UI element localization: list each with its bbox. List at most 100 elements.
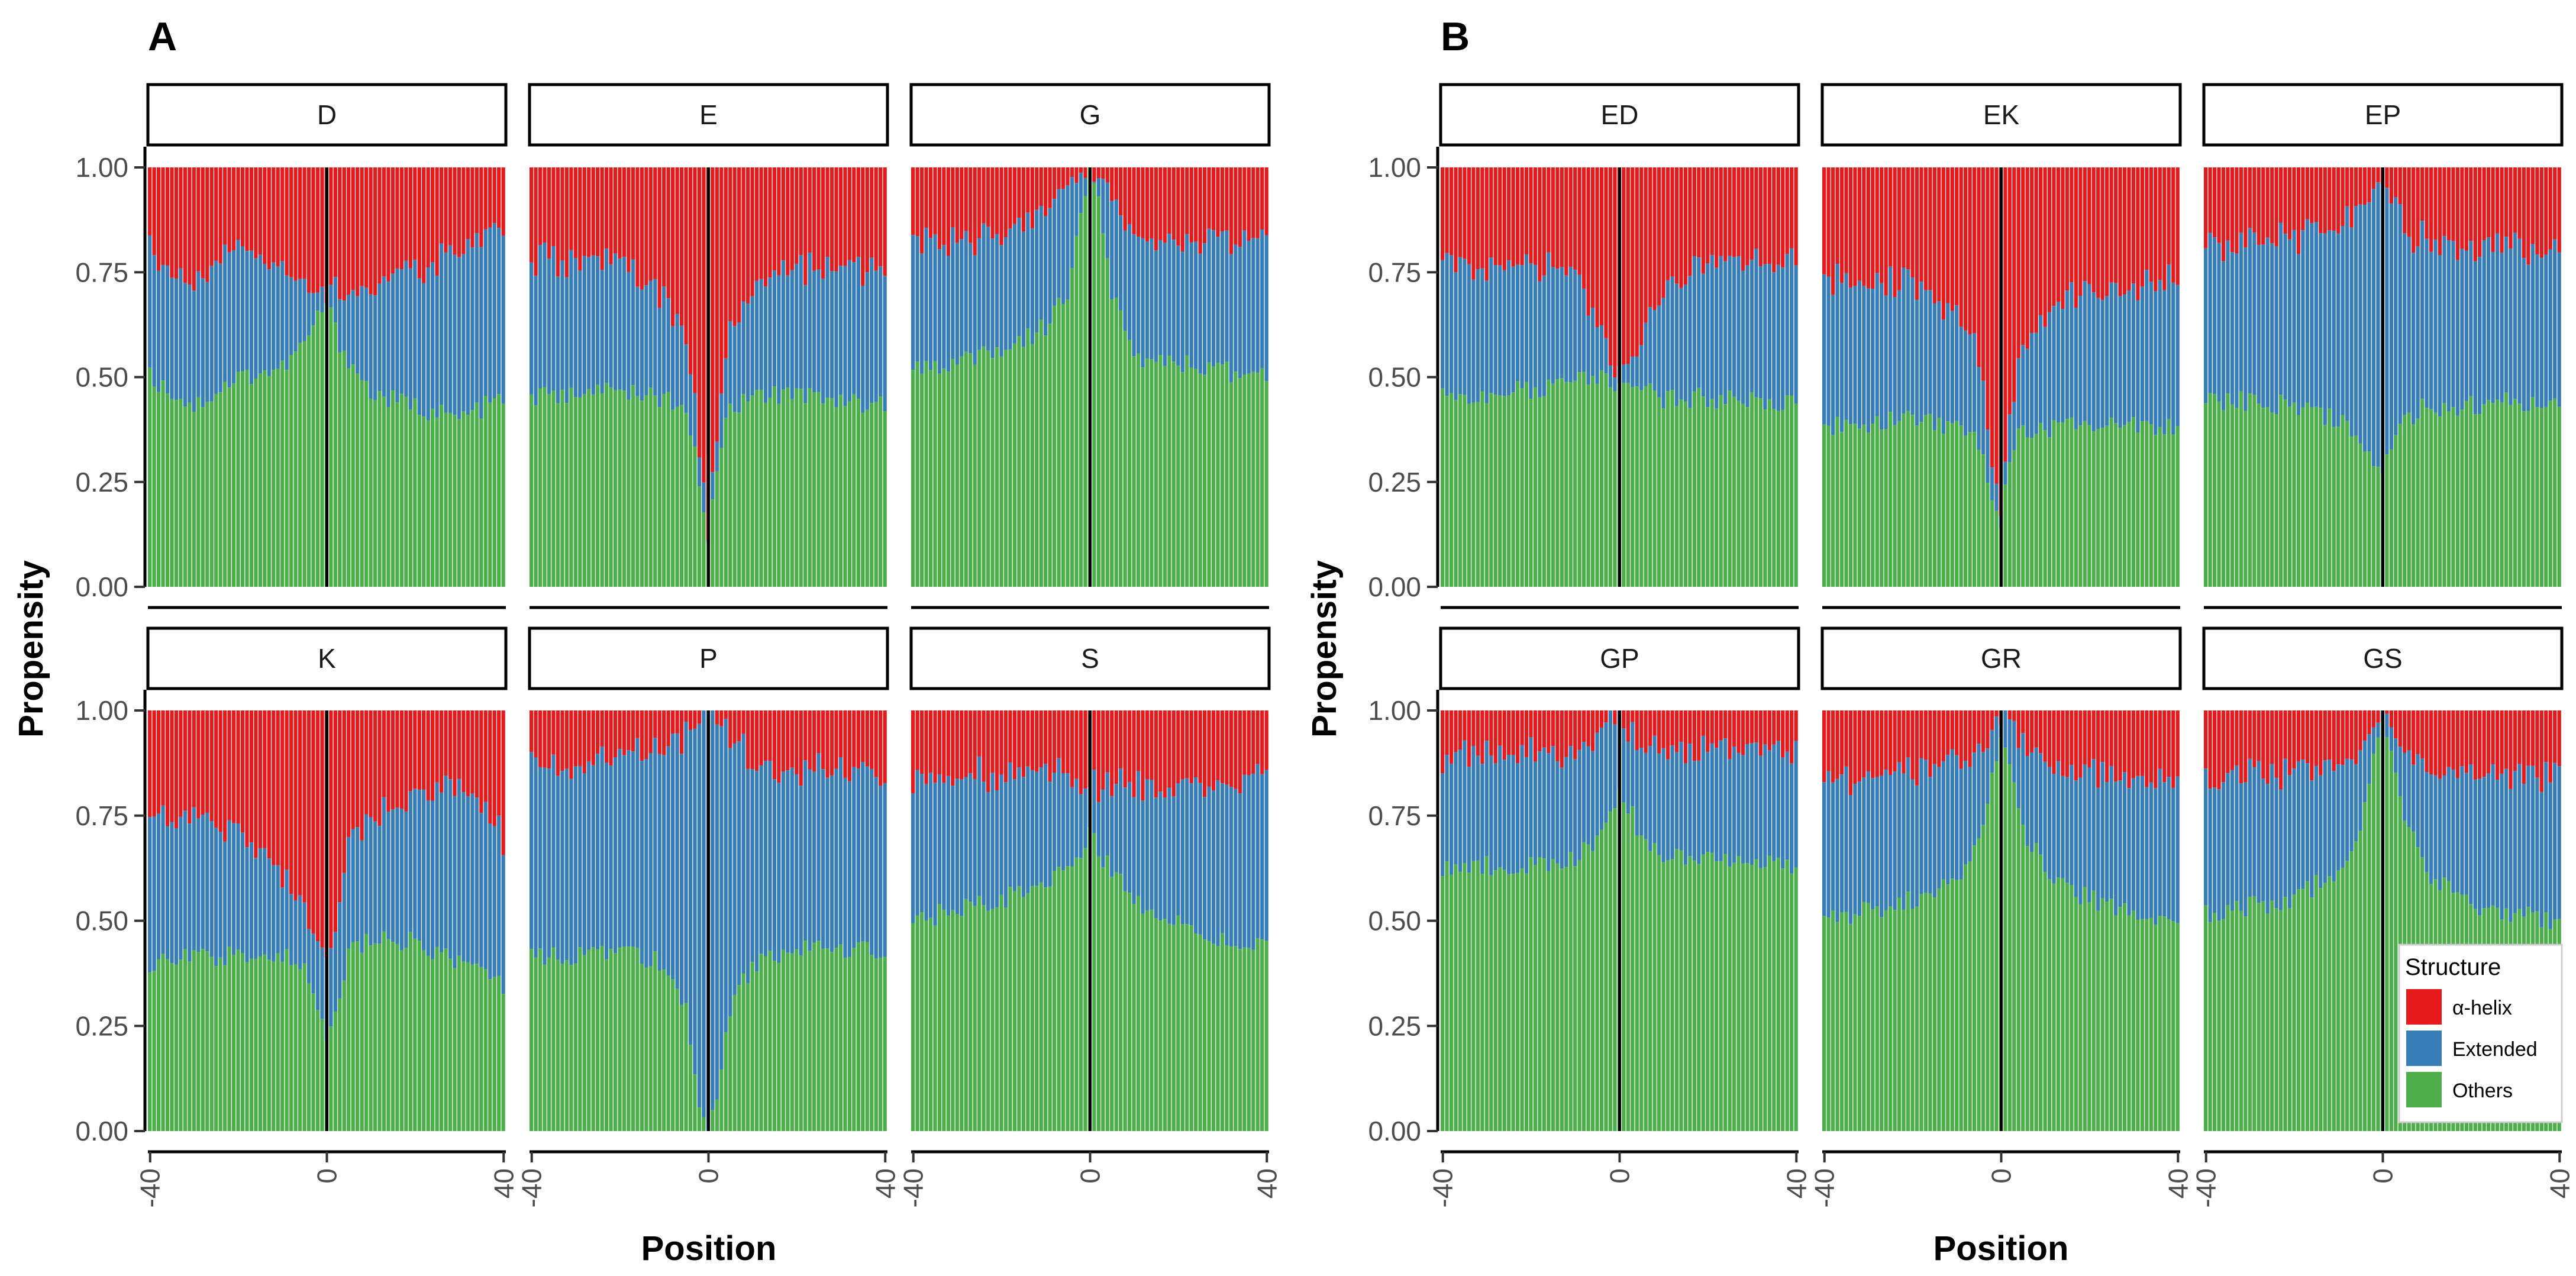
bar-segment-extended [684, 344, 688, 413]
bar-segment-others [861, 412, 865, 587]
bar-segment-others [1937, 888, 1941, 1131]
bar-segment-others [671, 979, 675, 1131]
bar-segment-helix [530, 167, 534, 263]
bar-segment-helix [2136, 167, 2140, 301]
bar-segment-others [222, 382, 227, 587]
bar-segment-extended [635, 286, 640, 396]
bar-position [254, 167, 258, 587]
bar-position [737, 167, 741, 587]
bar-segment-helix [1061, 710, 1066, 773]
bar-position [662, 167, 666, 587]
bar-segment-helix [973, 710, 977, 779]
bar-segment-others [2127, 422, 2131, 587]
bar-segment-helix [675, 167, 679, 314]
bar-position [1776, 167, 1780, 587]
bar-segment-others [1582, 842, 1586, 1131]
bar-segment-helix [1745, 710, 1749, 744]
bar-segment-helix [196, 167, 201, 272]
bar-segment-extended [618, 259, 622, 390]
bar-segment-helix [856, 710, 860, 768]
bar-position [816, 710, 821, 1131]
bar-segment-extended [1831, 782, 1835, 911]
bar-segment-others [1848, 424, 1853, 587]
bar-segment-extended [2052, 306, 2056, 421]
bar-segment-others [2248, 896, 2252, 1131]
bar-segment-helix [1101, 710, 1105, 790]
bar-position [1092, 167, 1096, 587]
bar-segment-others [825, 398, 829, 587]
bar-segment-others [501, 403, 505, 587]
bar-position [928, 167, 933, 587]
bar-segment-extended [231, 823, 236, 955]
bar-segment-others [724, 418, 728, 587]
bar-segment-helix [2131, 710, 2136, 778]
bar-position [666, 710, 670, 1131]
bar-position [1057, 167, 1061, 587]
bar-segment-others [1839, 432, 1844, 587]
bar-segment-helix [2145, 710, 2149, 787]
bar-position [1555, 167, 1560, 587]
bar-segment-extended [263, 848, 267, 955]
bar-position [2319, 710, 2323, 1131]
bar-segment-others [2226, 905, 2230, 1131]
bar-segment-extended [272, 865, 276, 962]
bar-segment-others [2113, 915, 2118, 1131]
bar-segment-helix [453, 167, 457, 255]
bar-segment-others [1928, 414, 1932, 587]
bar-position [426, 167, 430, 587]
bar-position [2136, 167, 2140, 587]
bar-segment-others [2442, 403, 2446, 587]
bar-position [2478, 167, 2482, 587]
bar-position [1158, 710, 1163, 1131]
bar-position [382, 710, 386, 1131]
bar-position [937, 710, 942, 1131]
bar-position [285, 710, 289, 1131]
bar-segment-others [591, 947, 595, 1131]
bar-position [1202, 710, 1207, 1131]
bar-segment-others [2376, 737, 2380, 1131]
bar-segment-extended [1454, 752, 1458, 865]
bar-segment-helix [1484, 167, 1489, 281]
bar-segment-extended [2473, 261, 2477, 415]
bar-position [386, 167, 390, 587]
bar-segment-extended [582, 773, 586, 955]
bar-segment-extended [982, 781, 986, 906]
bar-segment-others [644, 967, 648, 1131]
bar-segment-extended [351, 290, 355, 365]
bar-segment-others [1831, 435, 1835, 587]
bar-segment-extended [1547, 753, 1551, 871]
bar-segment-extended [2047, 767, 2052, 880]
bar-segment-helix [1163, 710, 1167, 798]
bar-segment-others [342, 980, 346, 1131]
bar-segment-helix [986, 167, 990, 227]
bar-segment-extended [995, 790, 999, 907]
bar-segment-extended [1862, 285, 1866, 425]
bar-segment-extended [156, 270, 161, 392]
bar-position [1044, 710, 1048, 1131]
bar-segment-helix [1507, 710, 1511, 755]
bar-position [995, 167, 999, 587]
bar-segment-extended [2100, 762, 2104, 899]
bar-segment-others [2345, 861, 2349, 1131]
bar-segment-extended [732, 743, 737, 995]
bar-segment-others [263, 370, 267, 587]
bar-segment-extended [2535, 777, 2539, 912]
bar-segment-others [1932, 430, 1936, 587]
bar-segment-helix [435, 167, 439, 276]
bar-segment-others [1057, 298, 1061, 587]
bar-segment-extended [240, 246, 245, 372]
bar-segment-others [461, 961, 466, 1131]
bar-segment-extended [596, 256, 600, 385]
bar-segment-others [1577, 372, 1581, 587]
bar-segment-helix [356, 167, 360, 296]
bar-position [1736, 167, 1741, 587]
bar-segment-extended [1776, 741, 1780, 858]
bar-segment-helix [1194, 710, 1198, 778]
bar-position [847, 710, 852, 1131]
bar-segment-extended [1941, 761, 1945, 880]
bar-segment-others [1529, 857, 1533, 1131]
bar-segment-extended [1590, 751, 1595, 851]
bar-segment-helix [657, 710, 661, 754]
bar-segment-helix [2243, 167, 2248, 248]
bar-segment-others [821, 403, 825, 587]
